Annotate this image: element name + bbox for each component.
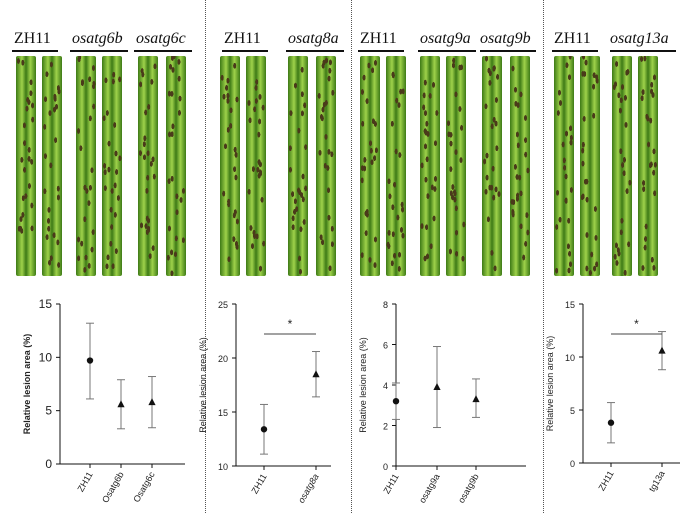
x-tick-label: osatg9b (456, 472, 481, 505)
genotype-label-osatg8a: osatg8a (288, 30, 339, 47)
x-tick-label: tg13a (647, 469, 667, 494)
genotype-underline (552, 50, 598, 52)
leaf-image (482, 56, 502, 276)
genotype-label-osatg6b: osatg6b (72, 30, 123, 47)
x-tick-label: ZH11 (75, 470, 94, 493)
leaf-image (638, 56, 658, 276)
y-tick-label: 20 (218, 354, 228, 364)
data-point-triangle (433, 383, 441, 391)
leaf-image (420, 56, 440, 276)
data-point-triangle (148, 398, 156, 406)
leaf-image (246, 56, 266, 276)
y-tick-label: 0 (570, 459, 575, 469)
leaf-image (316, 56, 336, 276)
y-tick-label: 2 (383, 422, 388, 432)
lesion-chart-atg8: 10 15 20 25 Relative lesion area (%) ZH11 osat… (198, 300, 331, 505)
panel-divider (543, 0, 544, 513)
leaf-image (16, 56, 36, 276)
leaf-image (580, 56, 600, 276)
y-axis-label: Relative lesion area (%) (545, 336, 555, 432)
lesion-chart-atg13: 0 5 10 15 Relative lesion area (%) ZH11 tg13a * (545, 300, 680, 494)
genotype-label-osatg6c: osatg6c (136, 30, 186, 47)
y-tick-label: 0 (383, 462, 388, 472)
genotype-label-zh11: ZH11 (14, 30, 51, 47)
leaf-image (138, 56, 158, 276)
data-point-circle (86, 357, 94, 364)
significance-star: * (634, 317, 639, 331)
genotype-underline (134, 50, 192, 52)
x-tick-label: ZH11 (249, 472, 268, 495)
genotype-underline (12, 50, 58, 52)
x-tick-label: ZH11 (596, 469, 615, 492)
genotype-underline (70, 50, 128, 52)
y-tick-label: 15 (39, 297, 53, 311)
leaf-image (42, 56, 62, 276)
panel-divider (351, 0, 352, 513)
x-tick-label: Osatg6c (131, 470, 157, 504)
data-point-triangle (472, 395, 480, 403)
data-point-triangle (312, 370, 320, 378)
y-tick-label: 25 (218, 300, 228, 310)
lesion-chart-atg9: 0 2 4 6 8 Relative lesion area (%) ZH11 osatg9a… (358, 300, 526, 505)
data-point-circle (392, 398, 400, 405)
x-tick-label: ZH11 (381, 472, 400, 495)
leaf-image (510, 56, 530, 276)
panel-divider (205, 0, 206, 513)
data-point-circle (607, 419, 615, 426)
y-axis-label: Relative lesion area (%) (22, 334, 32, 435)
genotype-underline (222, 50, 268, 52)
y-tick-label: 8 (383, 300, 388, 310)
genotype-label-osatg9b: osatg9b (480, 30, 531, 47)
y-axis-label: Relative lesion area (%) (358, 337, 368, 433)
x-tick-label: osatg8a (296, 472, 321, 505)
y-tick-label: 10 (39, 350, 53, 364)
x-tick-label: osatg9a (417, 472, 442, 505)
genotype-label-osatg9a: osatg9a (420, 30, 471, 47)
leaf-image (288, 56, 308, 276)
genotype-label-zh11: ZH11 (554, 30, 591, 47)
genotype-underline (418, 50, 476, 52)
lesion-chart-atg6: 0 5 10 15 Relative lesion area (%) ZH11 Osatg6… (22, 297, 185, 504)
genotype-label-zh11: ZH11 (360, 30, 397, 47)
leaf-image (612, 56, 632, 276)
genotype-underline (480, 50, 536, 52)
genotype-label-zh11: ZH11 (224, 30, 261, 47)
panel-atg8: ZH11 osatg8a 10 15 20 25 Relative lesion are… (198, 0, 351, 513)
data-point-triangle (658, 346, 666, 354)
y-tick-label: 6 (383, 341, 388, 351)
y-tick-label: 10 (218, 462, 228, 472)
data-point-triangle (117, 400, 125, 408)
y-tick-label: 10 (565, 353, 575, 363)
panel-atg13: ZH11 osatg13a 0 5 10 15 Relative lesion area… (544, 0, 686, 513)
leaf-image (166, 56, 186, 276)
x-tick-label: Osatg6b (100, 470, 126, 504)
data-point-circle (260, 426, 268, 433)
panel-atg9: ZH11 osatg9a osatg9b 0 2 4 6 8 Relative lesio… (352, 0, 542, 513)
leaf-image (386, 56, 406, 276)
genotype-underline (358, 50, 404, 52)
y-tick-label: 15 (218, 408, 228, 418)
leaf-image (554, 56, 574, 276)
y-tick-label: 15 (565, 300, 575, 310)
leaf-image (220, 56, 240, 276)
genotype-underline (286, 50, 344, 52)
y-tick-label: 4 (383, 381, 388, 391)
genotype-underline (610, 50, 676, 52)
leaf-image (102, 56, 122, 276)
leaf-image (76, 56, 96, 276)
leaf-image (360, 56, 380, 276)
y-tick-label: 0 (45, 457, 52, 471)
genotype-label-osatg13a: osatg13a (610, 30, 669, 47)
panel-atg6: ZH11 osatg6b osatg6c 0 5 10 15 Relative lesi… (0, 0, 205, 513)
y-tick-label: 5 (45, 404, 52, 418)
significance-star: * (288, 317, 293, 331)
y-tick-label: 5 (570, 406, 575, 416)
y-axis-label: Relative lesion area (%) (198, 337, 208, 433)
leaf-image (446, 56, 466, 276)
